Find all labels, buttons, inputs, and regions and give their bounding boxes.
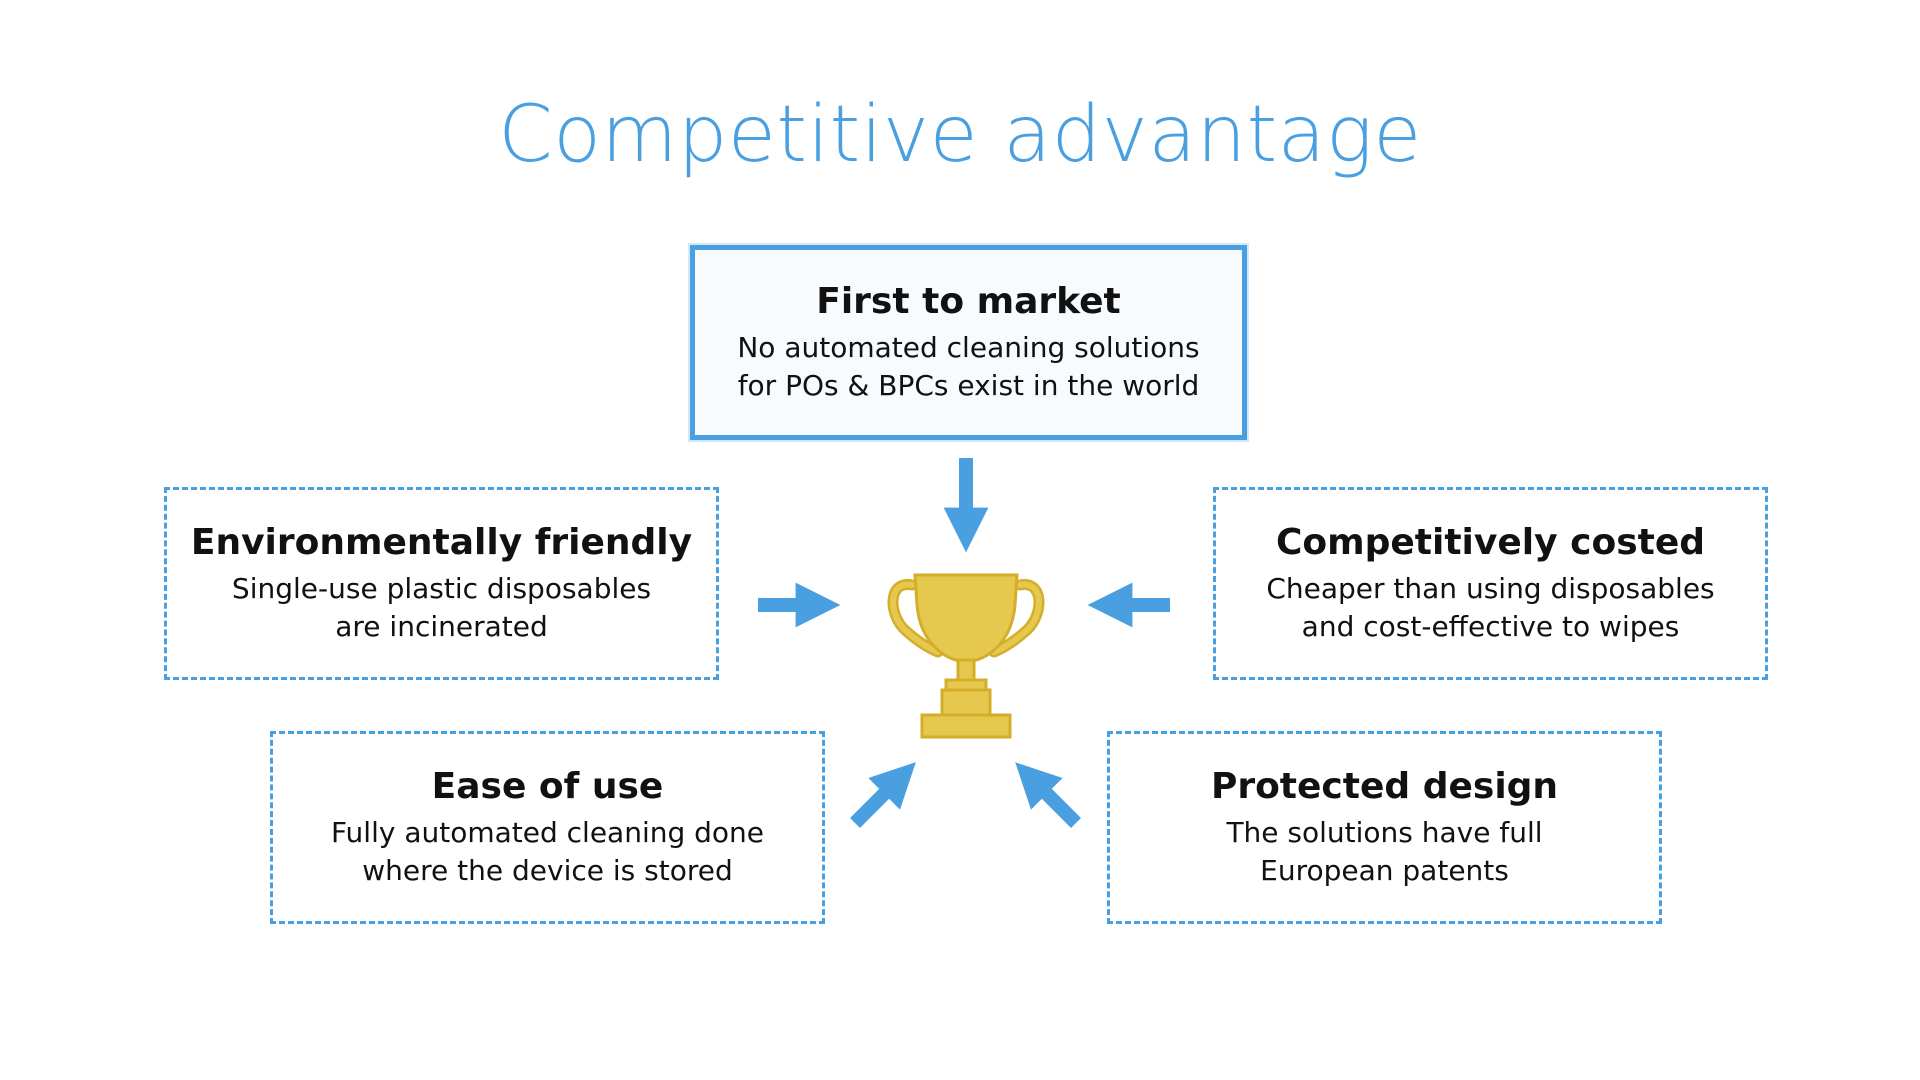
competitively-costed-box: Competitively costed Cheaper than using … <box>1213 487 1768 680</box>
first-to-market-heading: First to market <box>816 281 1121 323</box>
trophy-icon <box>887 573 1045 739</box>
arrow-up-right <box>850 762 916 828</box>
protected-design-box: Protected design The solutions have full… <box>1107 731 1662 924</box>
protected-design-heading: Protected design <box>1210 766 1559 808</box>
competitively-costed-line-2: and cost-effective to wipes <box>1301 610 1680 644</box>
first-to-market-box: First to market No automated cleaning so… <box>690 245 1247 440</box>
protected-design-line-2: European patents <box>1260 854 1509 888</box>
ease-of-use-box: Ease of use Fully automated cleaning don… <box>270 731 825 924</box>
ease-of-use-line-1: Fully automated cleaning done <box>330 816 765 850</box>
ease-of-use-line-2: where the device is stored <box>362 854 733 888</box>
environmentally-friendly-line-1: Single-use plastic disposables <box>231 572 652 606</box>
competitively-costed-line-1: Cheaper than using disposables <box>1266 572 1715 606</box>
page-title: Competitive advantage <box>498 90 1422 180</box>
ease-of-use-heading: Ease of use <box>431 766 664 808</box>
environmentally-friendly-line-2: are incinerated <box>335 610 548 644</box>
protected-design-line-1: The solutions have full <box>1226 816 1543 850</box>
first-to-market-line-1: No automated cleaning solutions <box>737 331 1200 365</box>
environmentally-friendly-box: Environmentally friendly Single-use plas… <box>164 487 719 680</box>
first-to-market-line-2: for POs & BPCs exist in the world <box>737 369 1200 403</box>
competitively-costed-heading: Competitively costed <box>1275 522 1706 564</box>
arrow-up-left <box>1015 762 1081 828</box>
environmentally-friendly-heading: Environmentally friendly <box>190 522 693 564</box>
